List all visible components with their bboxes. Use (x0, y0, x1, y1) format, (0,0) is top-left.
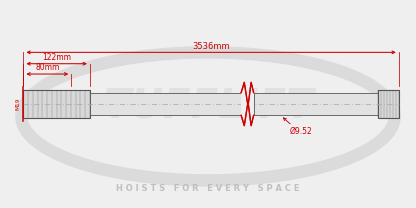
Text: M19: M19 (15, 98, 20, 110)
Text: TUFFLIFT: TUFFLIFT (103, 86, 313, 126)
Text: 3536mm: 3536mm (192, 42, 230, 51)
Bar (378, 89, 399, 119)
Text: H O I S T S   F O R   E V E R Y   S P A C E: H O I S T S F O R E V E R Y S P A C E (116, 184, 300, 193)
Bar (241, 81, 254, 127)
Text: Ø9.52: Ø9.52 (290, 127, 313, 136)
Bar (23, 89, 90, 119)
Text: 122mm: 122mm (42, 53, 71, 62)
Bar (90, 93, 241, 115)
Bar (254, 93, 378, 115)
Text: 80mm: 80mm (35, 63, 59, 72)
